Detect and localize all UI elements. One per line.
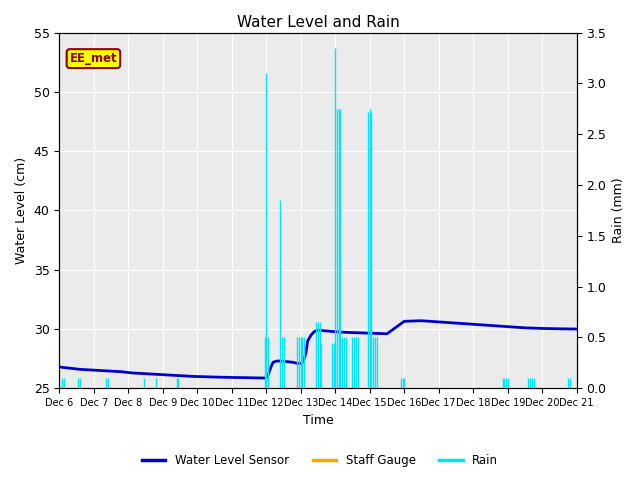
- Water Level Sensor: [556, 326, 563, 332]
- Text: EE_met: EE_met: [70, 52, 117, 65]
- Y-axis label: Water Level (cm): Water Level (cm): [15, 157, 28, 264]
- Water Level Sensor: [283, 359, 291, 364]
- Water Level Sensor: [290, 360, 298, 365]
- X-axis label: Time: Time: [303, 414, 333, 427]
- Water Level Sensor: [573, 326, 580, 332]
- Water Level Sensor: [252, 375, 260, 381]
- Legend: Water Level Sensor, Staff Gauge, Rain: Water Level Sensor, Staff Gauge, Rain: [137, 449, 503, 472]
- Water Level Sensor: [259, 375, 267, 381]
- Title: Water Level and Rain: Water Level and Rain: [237, 15, 399, 30]
- Y-axis label: Rain (mm): Rain (mm): [612, 178, 625, 243]
- Water Level Sensor: [332, 329, 339, 335]
- Line: Water Level Sensor: Water Level Sensor: [60, 321, 577, 378]
- Water Level Sensor: [418, 318, 426, 324]
- Water Level Sensor: [56, 364, 63, 370]
- Water Level Sensor: [232, 375, 239, 381]
